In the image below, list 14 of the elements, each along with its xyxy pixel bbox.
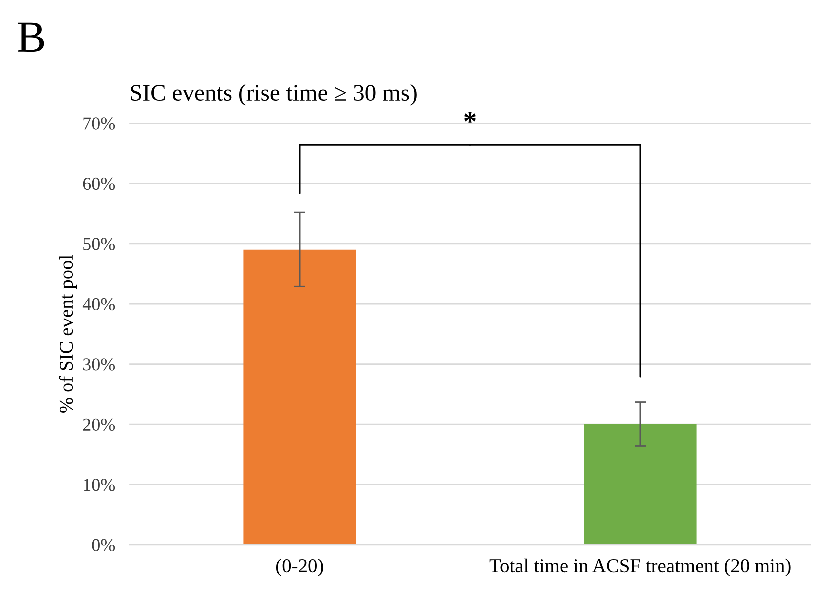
y-tick-label: 50% [84, 238, 116, 250]
y-axis-title: % of SIC event pool [59, 255, 78, 413]
text: B [18, 22, 44, 52]
y-tick-label: 40% [82, 298, 116, 311]
text: * [464, 112, 476, 123]
x-tick-label: Total time in ACSF treatment (20 min) [490, 558, 791, 577]
x-tick-label: (0-20) [276, 558, 324, 577]
y-tick-label: 10% [84, 479, 116, 492]
y-tick-label: 70% [84, 118, 116, 130]
y-tick-label: 20% [83, 418, 116, 432]
y-tick-label: 0% [92, 539, 116, 552]
y-tick-label: 60% [83, 178, 116, 190]
chart-title: SIC events (rise time ≥ 30 ms) [131, 84, 417, 106]
y-tick-label: 30% [83, 358, 116, 371]
